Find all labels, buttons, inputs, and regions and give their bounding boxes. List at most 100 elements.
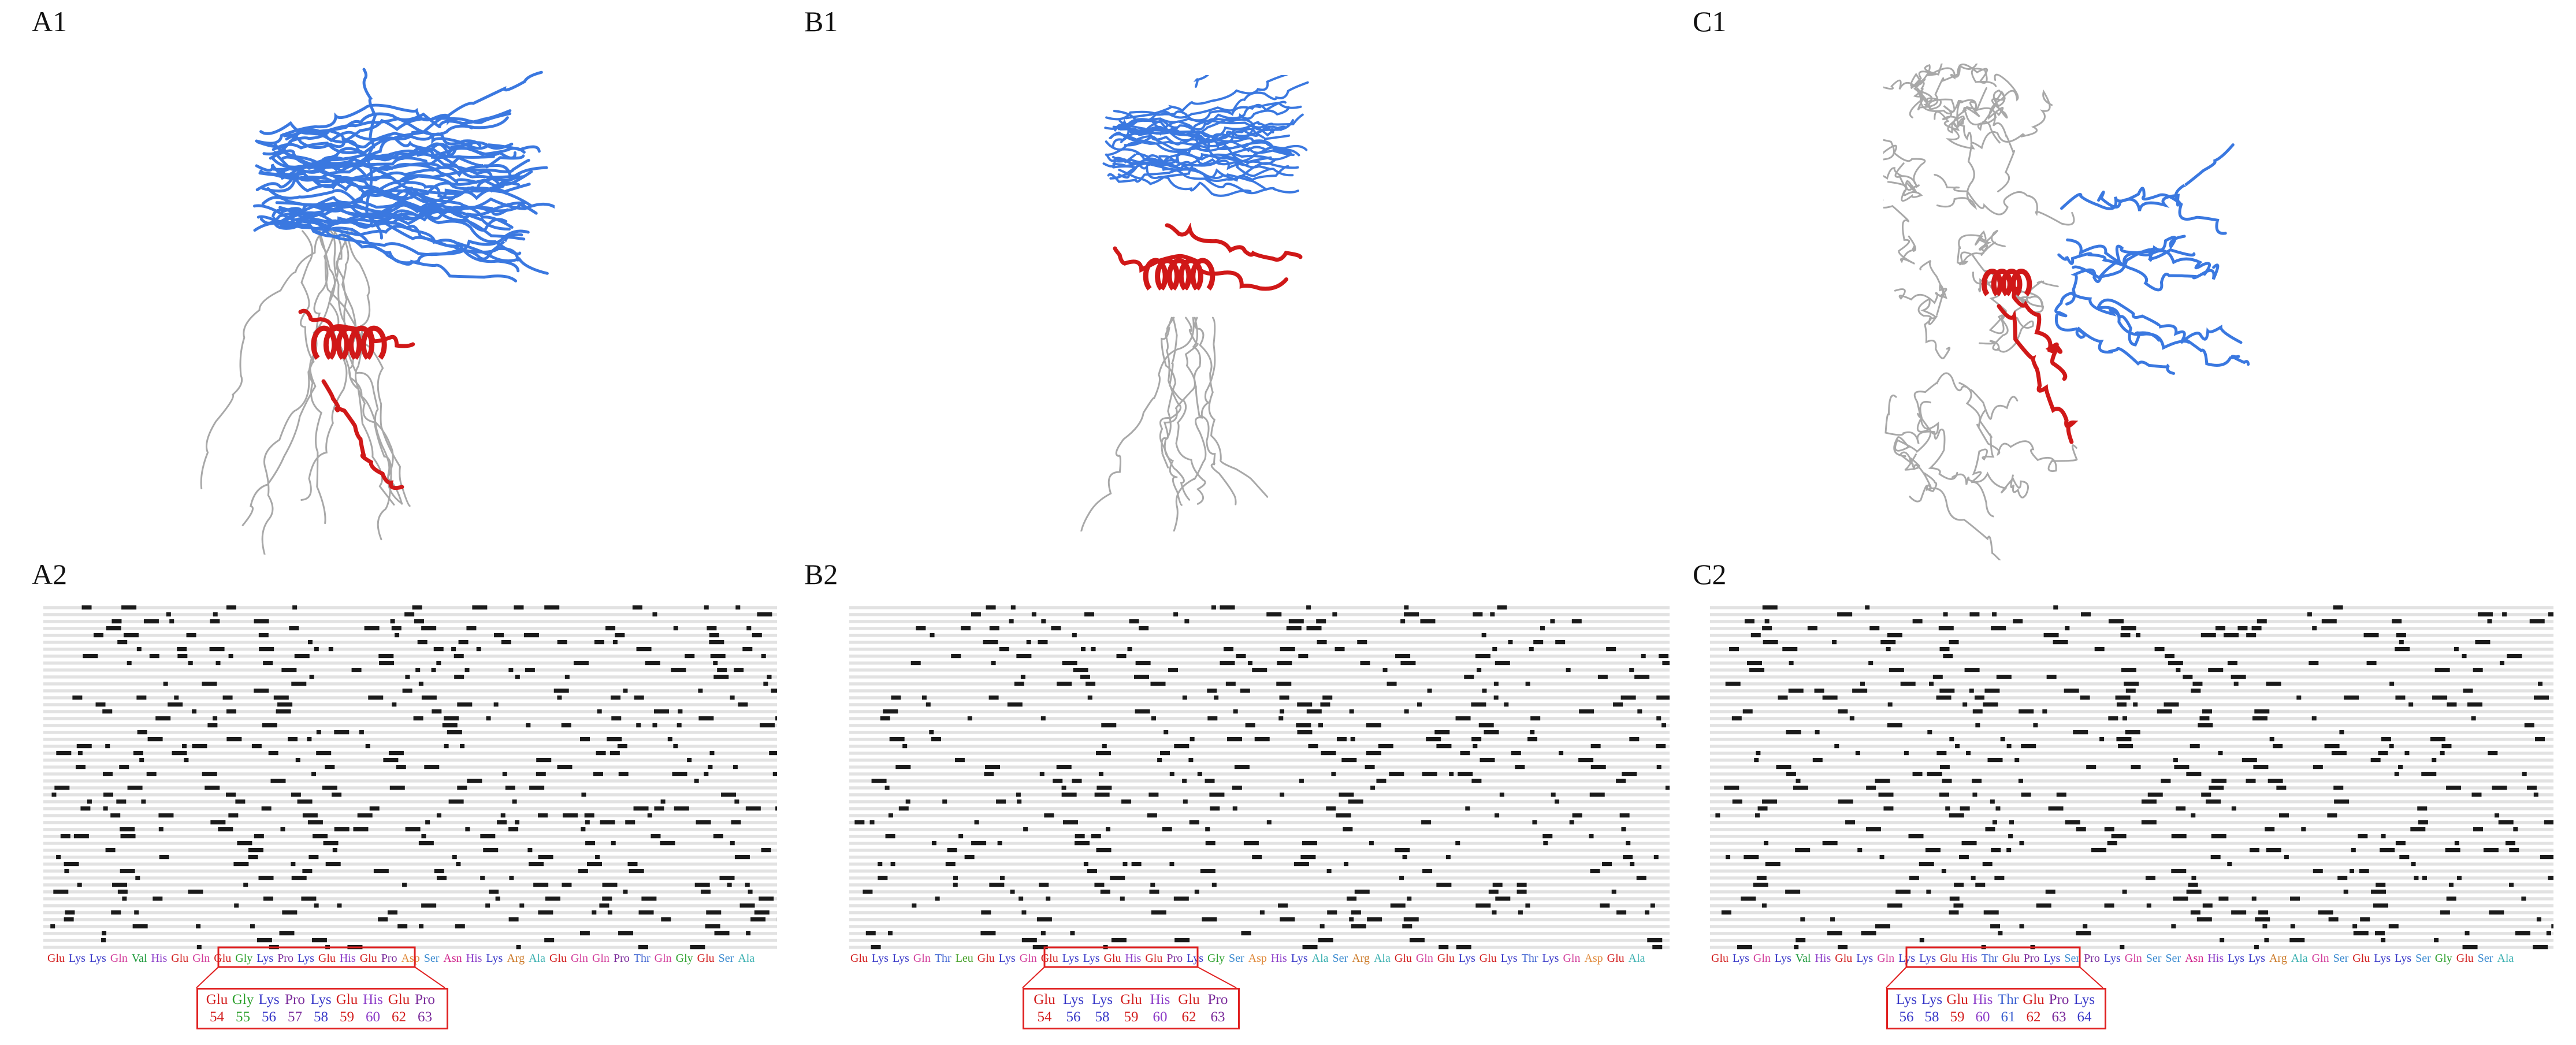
contact-block [1057,682,1072,686]
contact-block [1174,744,1190,749]
contact-block [105,744,110,749]
contact-block [418,682,423,686]
zoom-residue-number: 59 [1124,1009,1139,1025]
contact-block [2344,696,2359,700]
contact-block [696,820,711,825]
contact-block [2099,737,2105,742]
contact-block [887,931,893,936]
contact-row [43,849,777,852]
contact-block [1039,883,1049,887]
contact-row [849,752,1670,755]
contact-block [709,751,715,756]
contact-block [291,682,307,686]
contact-block [2278,813,2289,818]
contact-block [1173,897,1189,901]
backbone-trace [1997,304,2079,444]
contact-block [564,675,570,679]
contact-block [1319,924,1325,929]
contact-block [2417,806,2428,811]
contact-block [2188,883,2198,887]
contact-block [1983,910,1999,915]
contact-block [1812,758,1823,763]
contact-block [1579,709,1594,714]
contact-block [111,619,122,624]
zoom-residue: Glu [1178,992,1200,1007]
contact-block [452,855,457,860]
contact-block [1838,799,1853,804]
contact-block [607,737,622,742]
contact-row [43,911,777,914]
sequence-residue: Gln [570,952,588,965]
contact-block [1878,793,1894,797]
contact-row [1710,807,2553,810]
contact-row [1710,675,2553,679]
contact-block [945,862,956,867]
contact-block [226,709,236,714]
contact-block [1949,640,1959,645]
contact-block [1488,890,1499,894]
contact-block [1182,779,1187,783]
contact-block [986,605,996,610]
zoom-a-numbers: 54 55 56 57 58 59 60 62 63 [198,1009,447,1025]
contact-block [1832,640,1837,645]
contact-block [1982,862,1993,867]
backbone-trace [1963,73,2019,126]
contact-block [1622,772,1637,776]
backbone-trace [274,159,530,227]
contact-block [698,689,703,693]
contact-block [1023,827,1028,832]
contact-block [169,619,174,624]
contact-block [2252,716,2268,721]
contact-block [2483,848,2499,853]
backbone-trace [1883,79,1957,121]
sequence-residue: Lys [2103,952,2121,965]
contact-block [1293,862,1309,867]
contact-block [2118,744,2133,749]
contact-block [1357,640,1367,645]
contact-block [2505,841,2515,846]
contact-block [486,716,491,721]
contact-block [536,758,552,763]
contact-block [1070,931,1075,936]
contact-block [708,765,713,769]
contact-block [1122,862,1128,867]
contact-row [1710,883,2553,887]
contact-block [2224,633,2239,638]
contact-block [177,647,187,652]
contact-block [1087,869,1097,873]
contact-block [174,696,179,700]
contact-row [849,869,1670,873]
contact-row [849,925,1670,928]
contact-block [690,945,705,950]
contact-block [706,910,722,915]
contact-block [1302,841,1317,846]
contact-block [771,689,777,693]
contact-block [2202,709,2212,714]
contact-block [984,772,994,776]
contact-block [557,696,562,700]
contact-block [1647,938,1663,943]
contact-row [849,675,1670,679]
backbone-trace [275,201,549,275]
contact-block [2202,903,2213,908]
backbone-trace [272,70,543,171]
contact-block [1623,855,1633,860]
sequence-residue: Asp [1584,952,1603,965]
contact-block [2446,786,2462,790]
contact-block [1288,619,1304,624]
contact-block [1475,654,1490,659]
contact-block [1532,820,1537,825]
contact-block [1606,647,1616,652]
zoom-residue: Gly [232,992,254,1007]
contact-block [1400,619,1406,624]
contact-block [379,661,395,665]
contact-block [1650,903,1655,908]
contact-block [2477,612,2493,617]
backbone-trace [1909,64,1997,118]
backbone-trace [2060,187,2227,235]
contact-block [1308,744,1318,749]
contact-block [2146,903,2151,908]
contact-row [849,606,1670,609]
contact-block [1543,841,1548,846]
sequence-residue: Glu [2352,952,2370,965]
